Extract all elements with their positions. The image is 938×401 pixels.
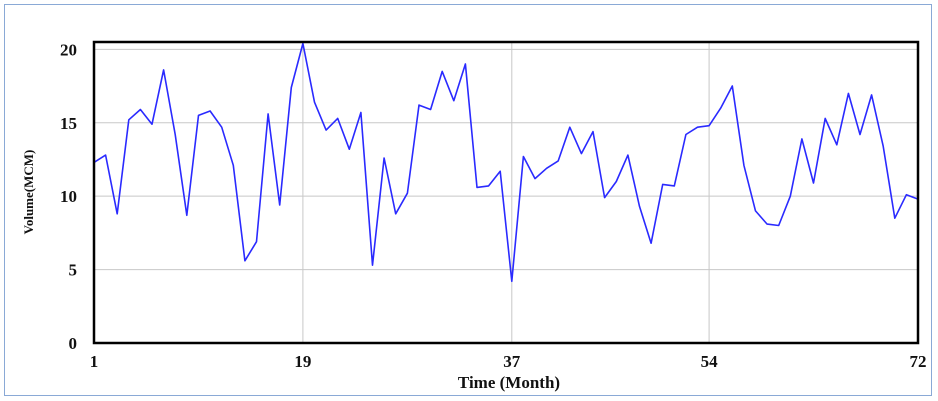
y-tick-label: 5: [69, 261, 78, 280]
y-axis-label: Volume(MCM): [21, 150, 36, 235]
y-tick-label: 10: [60, 187, 77, 206]
series-line: [93, 42, 919, 283]
x-tick-label: 54: [701, 352, 719, 371]
x-tick-label: 1: [90, 352, 99, 371]
chart-frame: [4, 4, 932, 396]
y-tick-label: 20: [60, 40, 77, 59]
x-tick-label: 72: [910, 352, 927, 371]
plot-area-border: [92, 40, 920, 345]
x-tick-label: 19: [294, 352, 311, 371]
y-tick-label: 0: [69, 334, 78, 353]
x-tick-label: 37: [503, 352, 521, 371]
x-axis-label: Time (Month): [458, 373, 560, 392]
y-tick-label: 15: [60, 114, 77, 133]
